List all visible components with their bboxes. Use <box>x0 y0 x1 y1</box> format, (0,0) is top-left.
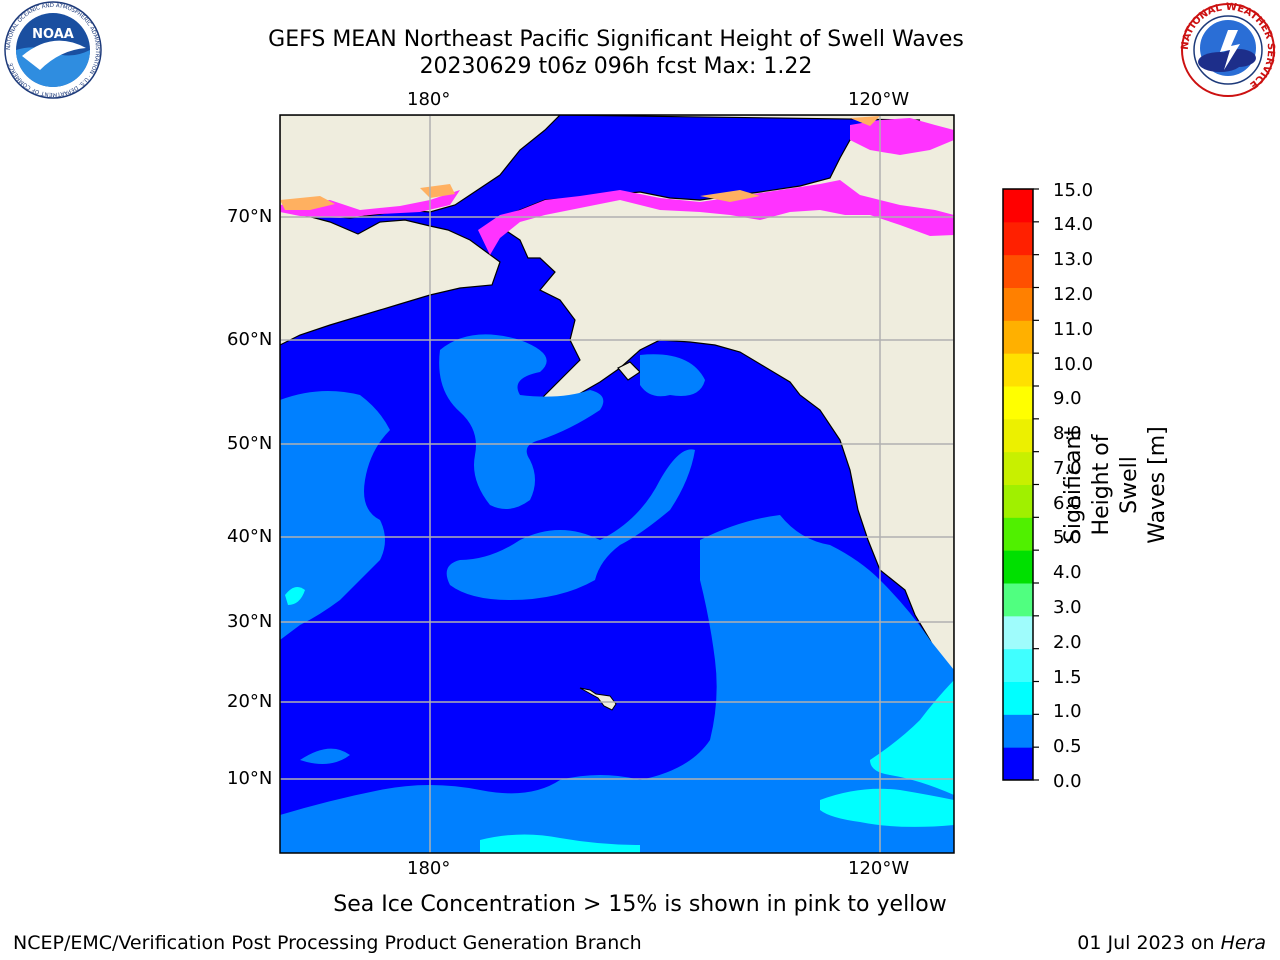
colorbar-segment <box>1003 221 1033 256</box>
chart-title: GEFS MEAN Northeast Pacific Significant … <box>268 27 964 52</box>
colorbar-segment <box>1003 484 1033 518</box>
southeast-light-patch <box>820 788 954 827</box>
lat-label-20n: 20°N <box>227 691 273 712</box>
colorbar-segment <box>1003 254 1033 288</box>
colorbar-tick: 12.0 <box>1053 284 1094 305</box>
colorbar-tick: 1.5 <box>1053 667 1082 688</box>
chart-subtitle: 20230629 t06z 096h fcst Max: 1.22 <box>419 54 813 79</box>
colorbar-tick: 0.0 <box>1053 771 1082 792</box>
lat-label-40n: 40°N <box>227 526 273 547</box>
colorbar-segment <box>1003 517 1033 551</box>
lon-label-bottom-120w: 120°W <box>848 858 910 879</box>
colorbar-label-line1: Significant Height of Swell <box>1061 426 1142 544</box>
hawaii-islands <box>579 687 617 711</box>
colorbar-tick: 13.0 <box>1053 249 1094 270</box>
nws-logo: NATIONAL WEATHER SERVICE <box>1180 2 1276 97</box>
colorbar-tick: 9.0 <box>1053 388 1082 409</box>
noaa-logo-text: NOAA <box>32 27 74 42</box>
chukotka-land <box>280 205 501 346</box>
run-date: 01 Jul 2023 on Hera <box>1077 932 1266 954</box>
swell-mid-layer <box>280 334 954 853</box>
colorbar-segment <box>1003 320 1033 354</box>
colorbar-segment <box>1003 583 1033 617</box>
colorbar-tick: 15.0 <box>1053 180 1094 201</box>
colorbar-label: Significant Height of Swell Waves [m] <box>1060 403 1172 567</box>
colorbar-tick: 2.0 <box>1053 632 1082 653</box>
colorbar-segment <box>1003 353 1033 387</box>
colorbar-label-line2: Waves [m] <box>1145 426 1170 544</box>
east-light-patch <box>870 680 954 795</box>
colorbar-segment <box>1003 550 1033 584</box>
lat-label-10n: 10°N <box>227 768 273 789</box>
central-swell-patch <box>446 449 695 600</box>
lon-label-top-120w: 120°W <box>848 89 910 110</box>
lat-label-70n: 70°N <box>227 206 273 227</box>
bering-swell-patch <box>439 334 604 509</box>
run-date-text: 01 Jul 2023 on <box>1077 932 1221 954</box>
colorbar-tick: 7.0 <box>1053 458 1082 479</box>
colorbar-segment <box>1003 418 1033 453</box>
colorbar-segment <box>1003 386 1033 420</box>
colorbar-segment <box>1003 747 1033 781</box>
colorbar-tick: 10.0 <box>1053 354 1094 375</box>
lat-label-30n: 30°N <box>227 611 273 632</box>
colorbar-tick: 6.0 <box>1053 493 1082 514</box>
colorbar-tick: 11.0 <box>1053 319 1094 340</box>
map-frame <box>279 114 955 854</box>
lat-label-60n: 60°N <box>227 329 273 350</box>
south-light-strip <box>480 834 640 853</box>
colorbar-tick: 1.0 <box>1053 701 1082 722</box>
colorbar-segment <box>1003 714 1033 748</box>
graticule <box>280 115 954 853</box>
colorbar-segment <box>1003 681 1033 715</box>
lat-label-50n: 50°N <box>227 433 273 454</box>
alaska-canada-land <box>499 115 954 676</box>
west-swell-patch <box>280 391 390 640</box>
sea-ice-layer <box>280 118 954 255</box>
gulf-swell-patch <box>640 354 705 397</box>
branch-credit: NCEP/EMC/Verification Post Processing Pr… <box>13 932 642 954</box>
colorbar <box>1002 188 1039 781</box>
host-name: Hera <box>1220 932 1266 954</box>
noaa-logo: NOAA NATIONAL OCEANIC AND ATMOSPHERIC AD… <box>4 1 102 99</box>
colorbar-tick: 0.5 <box>1053 736 1082 757</box>
colorbar-segment <box>1003 287 1033 321</box>
colorbar-tick: 14.0 <box>1053 214 1094 235</box>
sea-ice-edge-layer <box>280 116 880 210</box>
colorbar-segment <box>1003 451 1033 485</box>
colorbar-segment <box>1003 615 1033 650</box>
colorbar-tick: 3.0 <box>1053 597 1082 618</box>
swell-light-layer <box>285 586 954 853</box>
lon-label-top-180: 180° <box>407 89 451 110</box>
colorbar-segment <box>1003 189 1033 223</box>
colorbar-tick: 4.0 <box>1053 562 1082 583</box>
colorbar-segment <box>1003 648 1033 682</box>
sea-ice-note: Sea Ice Concentration > 15% is shown in … <box>333 892 947 917</box>
west-light-patch <box>285 586 305 605</box>
far-west-small-patch <box>300 748 350 764</box>
lon-label-bottom-180: 180° <box>407 858 451 879</box>
colorbar-tick: 5.0 <box>1053 527 1082 548</box>
colorbar-tick: 8.0 <box>1053 423 1082 444</box>
east-swell-patch <box>280 515 954 853</box>
